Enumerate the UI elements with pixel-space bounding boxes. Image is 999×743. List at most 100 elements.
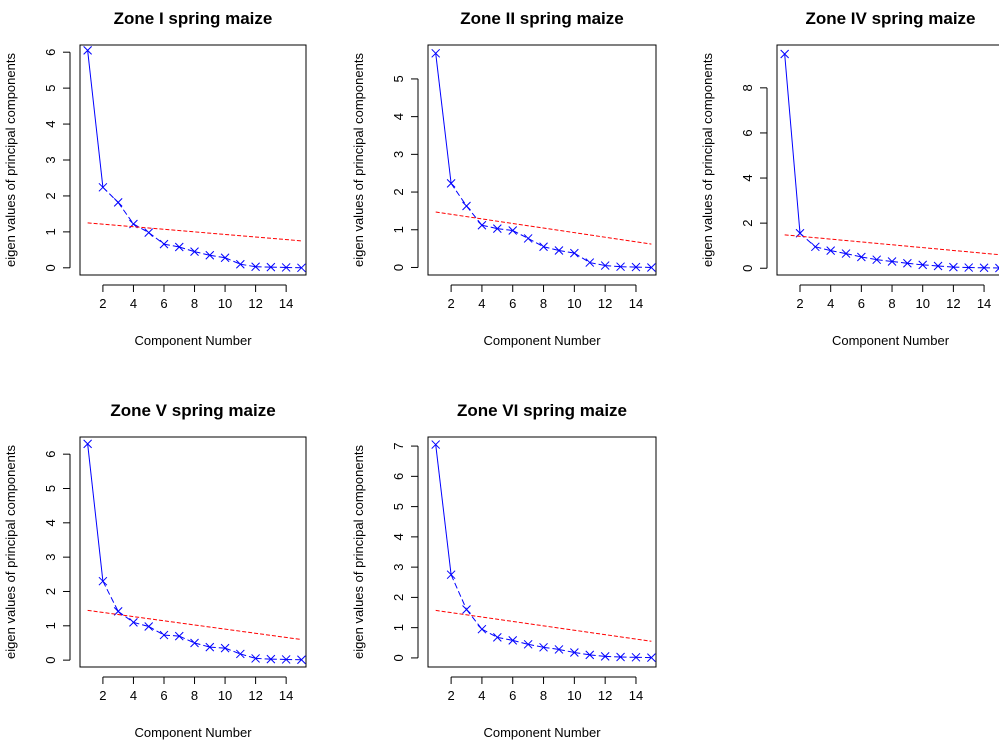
y-axis-label: eigen values of principal components [3,53,18,267]
data-point [251,262,260,272]
y-tick-label: 1 [43,228,58,235]
series-segment [209,646,226,649]
x-tick-label: 4 [130,688,137,703]
series-segment [574,252,591,263]
series-segment [512,230,529,239]
y-tick-label: 3 [43,156,58,163]
data-point [857,252,866,262]
series-segment [209,254,226,259]
series-segment [589,654,606,657]
y-tick-label: 4 [391,533,406,540]
y-tick-label: 6 [740,129,755,136]
series-segment [117,202,134,225]
series-segment [435,53,452,184]
x-axis-label: Component Number [134,725,252,740]
y-tick-label: 2 [43,588,58,595]
x-tick-label: 12 [598,296,612,311]
data-point [144,228,154,237]
x-tick-label: 10 [218,296,232,311]
data-point [98,182,108,192]
data-point [647,653,656,662]
y-tick-label: 7 [391,442,406,449]
series-segment [450,574,467,610]
series-segment [589,262,606,267]
data-point [780,49,790,59]
data-point [810,242,820,252]
y-tick-label: 8 [740,84,755,91]
data-point [569,648,579,657]
data-point [600,652,610,661]
data-point [281,655,291,664]
data-point [492,224,502,233]
x-tick-label: 2 [796,296,803,311]
series-segment [876,259,893,262]
x-tick-label: 12 [248,688,262,703]
series-segment [194,251,210,256]
data-point [631,262,641,272]
data-point [826,246,836,256]
plot-frame [79,44,307,276]
data-point [477,624,487,634]
data-point [477,220,487,230]
data-point [647,263,656,272]
series-segment [558,648,575,653]
data-point [508,636,518,645]
chart-panel-2: Zone II spring maize Component Number eige… [351,9,657,348]
y-tick-label: 1 [391,226,406,233]
reference-line [87,609,302,641]
plot-frame [776,44,999,276]
data-point [631,652,641,662]
data-point [903,258,912,268]
data-point [539,242,548,252]
data-point [174,631,184,641]
series-segment [240,263,256,268]
y-axis-label: eigen values of principal components [700,53,715,267]
data-point [616,262,625,272]
data-point [995,263,999,273]
y-tick-label: 0 [43,657,58,664]
plot-frame [427,44,657,276]
data-point [266,654,276,664]
y-axis-label: eigen values of principal components [351,53,366,267]
series-segment [861,256,877,261]
series-segment [224,257,241,265]
data-point [585,258,595,267]
series-segment [845,253,862,258]
data-point [569,248,579,258]
series-segment [102,580,119,612]
y-tick-label: 3 [43,554,58,561]
x-tick-label: 14 [279,688,293,703]
series-segment [148,626,165,636]
data-point [508,226,518,235]
y-tick-label: 4 [740,174,755,181]
series-segment [224,647,241,655]
x-tick-label: 8 [191,688,198,703]
data-point [129,618,138,627]
x-axis-label: Component Number [483,333,601,348]
x-tick-label: 2 [99,296,106,311]
x-tick-label: 4 [478,296,485,311]
data-point [539,642,548,652]
x-tick-label: 10 [567,296,581,311]
data-point [492,632,502,642]
data-point [281,263,291,272]
data-point [220,643,230,653]
series-segment [815,246,831,252]
series-segment [179,246,195,253]
x-tick-label: 14 [977,296,991,311]
series-segment [891,260,908,264]
data-point [174,242,184,252]
chart-panel-5: Zone VI spring maize Component Number eige… [351,401,657,740]
data-point [887,257,897,266]
data-point [220,253,230,263]
y-tick-label: 0 [391,264,406,271]
data-point [523,234,533,243]
data-point [113,198,123,207]
data-point [431,440,441,449]
series-segment [605,655,621,658]
data-point [98,576,108,586]
reference-line [435,211,652,245]
data-point [266,262,276,272]
data-point [297,655,306,665]
